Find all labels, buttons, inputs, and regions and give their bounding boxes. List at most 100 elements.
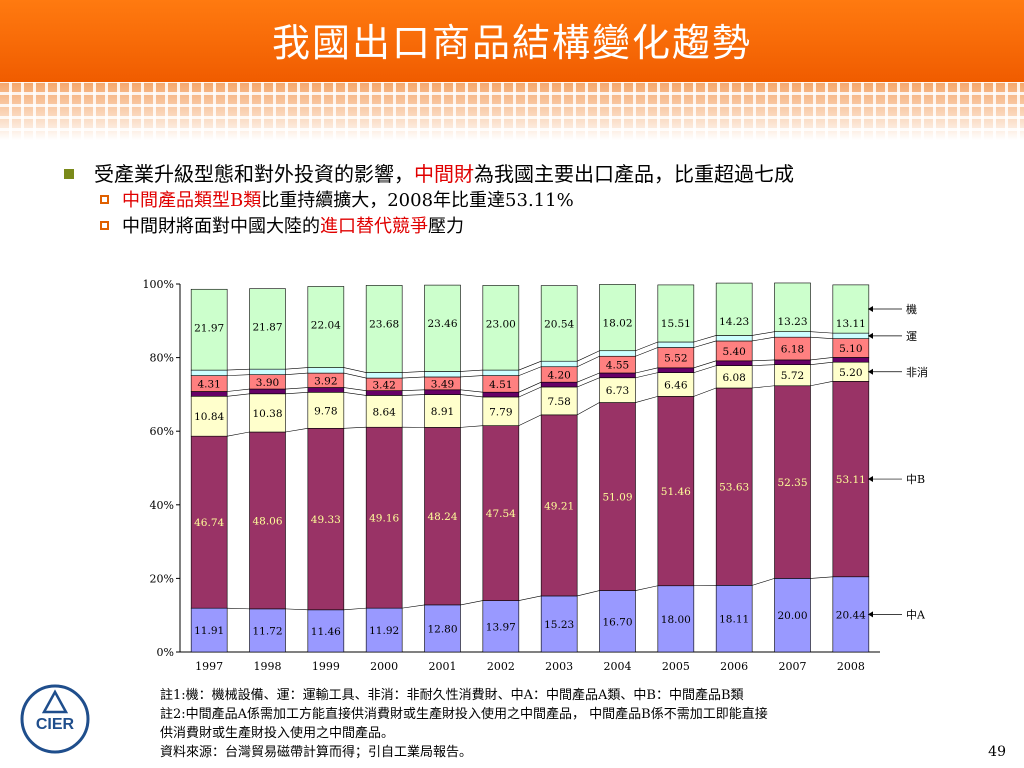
data-label: 15.51 — [661, 318, 691, 330]
data-label: 6.08 — [722, 372, 745, 384]
decorative-grid-band — [0, 82, 1024, 140]
bar-segment — [832, 357, 870, 363]
data-label: 20.44 — [836, 609, 866, 621]
bar-segment — [540, 414, 578, 597]
data-label: 10.84 — [194, 411, 224, 423]
data-label: 12.80 — [427, 623, 457, 635]
series-connector-line — [752, 336, 775, 342]
series-connector-line — [460, 600, 483, 606]
sub-bullet-2-highlight: 進口替代競爭 — [320, 216, 428, 237]
cier-logo: CIER — [20, 684, 90, 754]
series-connector-line — [343, 387, 367, 391]
bar-segment — [365, 395, 403, 428]
data-label: 11.46 — [311, 626, 341, 638]
series-connector-line — [518, 414, 542, 426]
series-connector-line — [285, 372, 308, 375]
y-tick-label: 0% — [157, 646, 174, 659]
series-connector-line — [227, 388, 250, 392]
series-connector-line — [518, 381, 542, 393]
footnote-2: 註2:中間產品A係需加工方能直接供消費財或生產財投入使用之中間產品， 中間產品B… — [160, 707, 768, 722]
sub-bullet-1: 中間產品類型B類比重持續擴大，2008年比重達53.11% — [64, 188, 984, 214]
series-connector-line — [460, 389, 483, 393]
data-label: 5.52 — [664, 353, 687, 365]
series-connector-line — [577, 402, 600, 416]
bar-segment — [540, 360, 578, 368]
data-label: 5.72 — [781, 370, 804, 382]
bar-segment — [424, 371, 461, 378]
series-connector-line — [810, 331, 833, 334]
data-label: 3.49 — [431, 378, 454, 390]
data-label: 4.31 — [197, 379, 220, 391]
bar-segment — [832, 332, 870, 339]
sub-bullet-1-highlight: 中間產品類型B類 — [122, 190, 262, 211]
bar-segment — [540, 381, 578, 388]
bar-segment — [715, 360, 753, 366]
series-connector-line — [577, 590, 600, 597]
bar-segment — [774, 578, 811, 653]
series-connector-line — [752, 331, 775, 336]
y-tick-label: 40% — [150, 499, 174, 512]
series-connector-line — [460, 375, 483, 378]
legend-label: 中A — [906, 608, 926, 621]
bar-segment — [657, 396, 695, 587]
data-label: 23.00 — [486, 318, 516, 330]
logo-text: CIER — [36, 716, 75, 733]
x-tick-label: 2007 — [779, 660, 807, 673]
series-connector-line — [752, 359, 775, 362]
series-connector-line — [810, 336, 833, 339]
series-connector-line — [693, 387, 717, 397]
bar-segment — [657, 341, 695, 348]
footnotes: 註1:機：機械設備、運：運輸工具、非消：非耐久性消費財、中A：中間產品A類、中B… — [160, 686, 768, 762]
bar-segment — [424, 389, 461, 395]
data-label: 7.58 — [547, 396, 570, 408]
series-connector-line — [693, 335, 717, 343]
series-connector-line — [577, 355, 600, 367]
bar-segment — [307, 609, 345, 653]
data-label: 18.02 — [602, 317, 632, 329]
data-label: 3.90 — [256, 377, 279, 389]
footnote-1: 註1:機：機械設備、運：運輸工具、非消：非耐久性消費財、中A：中間產品A類、中B… — [160, 688, 744, 703]
bar-segment — [424, 427, 461, 606]
legend-label: 機 — [906, 302, 917, 316]
series-connector-line — [285, 367, 308, 370]
bar-segment — [599, 590, 636, 653]
series-connector-line — [460, 394, 483, 398]
series-connector-line — [577, 372, 600, 383]
x-tick-label: 2005 — [662, 660, 690, 673]
series-connector-line — [227, 431, 250, 437]
y-tick-label: 80% — [150, 352, 174, 365]
series-connector-line — [285, 392, 308, 395]
bar-segment — [482, 425, 520, 601]
bar-segment — [657, 367, 695, 373]
data-label: 3.92 — [314, 375, 337, 387]
footnote-3: 供消費財或生產財投入使用之中間產品。 — [160, 726, 395, 741]
series-connector-line — [227, 607, 250, 610]
bar-segment — [424, 604, 461, 653]
data-label: 53.63 — [719, 482, 749, 494]
bar-segment — [190, 435, 228, 609]
data-label: 23.46 — [427, 318, 457, 330]
bar-segment — [190, 369, 228, 376]
bar-segment — [249, 393, 286, 433]
series-connector-line — [227, 393, 250, 397]
series-connector-line — [693, 365, 717, 373]
data-label: 6.18 — [781, 344, 804, 356]
data-label: 16.70 — [602, 616, 632, 628]
bar-segment — [774, 359, 811, 366]
data-label: 22.04 — [311, 319, 341, 331]
bar-segment — [599, 284, 636, 352]
bar-segment — [599, 377, 636, 403]
bar-segment — [482, 600, 520, 653]
bar-segment — [715, 387, 753, 586]
bar-segment — [774, 385, 811, 579]
series-connector-line — [460, 425, 483, 428]
series-connector-line — [635, 372, 658, 379]
data-label: 21.97 — [194, 322, 224, 334]
sub-bullet-2-text-1: 中間財將面對中國大陸的 — [122, 216, 320, 237]
x-tick-label: 2004 — [604, 660, 632, 673]
data-label: 51.09 — [602, 492, 632, 504]
series-connector-line — [402, 604, 425, 609]
data-label: 51.46 — [661, 486, 691, 498]
data-label: 6.46 — [664, 380, 688, 392]
bar-segment — [190, 288, 228, 371]
